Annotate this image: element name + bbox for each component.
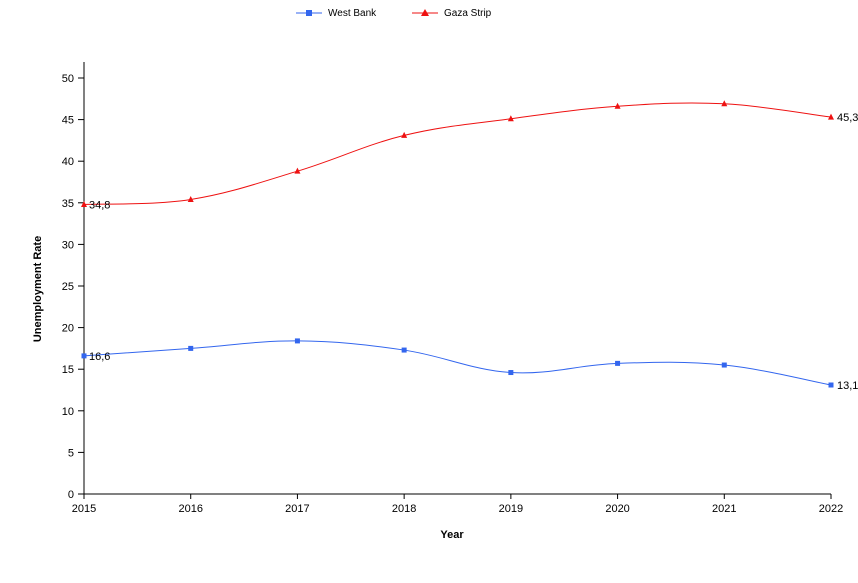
y-tick-label: 30	[62, 239, 74, 251]
y-tick-label: 45	[62, 115, 74, 127]
x-tick-label: 2016	[178, 503, 202, 515]
legend-label-west-bank: West Bank	[328, 8, 377, 19]
data-point-gaza-strip	[187, 195, 194, 202]
y-tick-label: 5	[68, 447, 74, 459]
x-tick-label: 2018	[392, 503, 416, 515]
x-tick-label: 2017	[285, 503, 309, 515]
data-point-west-bank	[81, 353, 87, 359]
y-tick-label: 25	[62, 281, 74, 293]
data-point-west-bank	[188, 345, 194, 351]
data-point-gaza-strip	[81, 200, 87, 207]
series-layer: 16,6 13,1 34,8 45,3	[81, 100, 858, 392]
y-tick-label: 10	[62, 406, 74, 418]
data-label-gaza-strip-last: 45,3	[837, 112, 858, 124]
legend-item-gaza-strip[interactable]: Gaza Strip	[412, 8, 492, 19]
legend-item-west-bank[interactable]: West Bank	[296, 8, 377, 19]
data-point-gaza-strip	[401, 131, 408, 138]
data-point-gaza-strip	[294, 167, 301, 174]
legend-label-gaza-strip: Gaza Strip	[444, 8, 492, 19]
data-point-west-bank	[721, 362, 727, 368]
data-point-west-bank	[294, 338, 300, 344]
data-point-gaza-strip	[507, 115, 514, 122]
series-line-gaza-strip	[83, 102, 832, 205]
x-tick-label: 2021	[712, 503, 736, 515]
data-point-west-bank	[828, 382, 834, 388]
data-label-gaza-strip-first: 34,8	[89, 199, 110, 211]
series-west-bank: 16,6 13,1	[81, 338, 858, 392]
x-tick-label: 2022	[819, 503, 843, 515]
data-point-gaza-strip	[614, 102, 621, 109]
y-axis-title: Unemployment Rate	[32, 236, 44, 342]
legend: West Bank Gaza Strip	[296, 8, 492, 19]
y-tick-label: 15	[62, 364, 74, 376]
data-point-gaza-strip	[721, 100, 728, 107]
data-point-west-bank	[401, 347, 407, 353]
x-tick-label: 2020	[605, 503, 629, 515]
data-point-west-bank	[615, 360, 621, 366]
y-tick-label: 40	[62, 156, 74, 168]
y-tick-label: 20	[62, 323, 74, 335]
x-tick-label: 2015	[72, 503, 96, 515]
y-tick-label: 0	[68, 489, 74, 501]
axes: 0 5 10 15 20 25 30 35 40 45 50 2015 2016 2017 2018 2019…	[62, 62, 843, 515]
data-label-west-bank-last: 13,1	[837, 380, 858, 392]
legend-marker-west-bank	[306, 10, 312, 16]
data-point-gaza-strip	[828, 113, 834, 120]
series-line-west-bank	[83, 340, 832, 386]
x-tick-label: 2019	[499, 503, 523, 515]
data-label-west-bank-first: 16,6	[89, 351, 110, 363]
series-gaza-strip: 34,8 45,3	[81, 100, 858, 211]
x-axis-title: Year	[440, 529, 464, 541]
legend-marker-gaza-strip	[421, 9, 429, 16]
y-tick-label: 35	[62, 198, 74, 210]
data-point-west-bank	[508, 370, 514, 376]
y-tick-label: 50	[62, 73, 74, 85]
